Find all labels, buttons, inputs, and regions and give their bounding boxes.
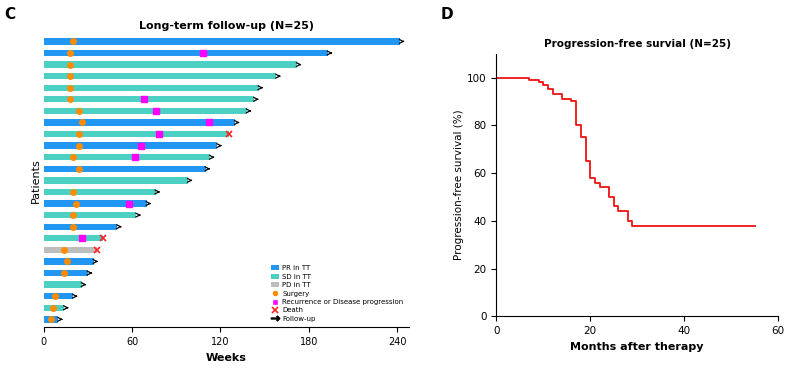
- Bar: [44, 282, 82, 288]
- Bar: [44, 166, 206, 172]
- Bar: [44, 108, 247, 114]
- Bar: [44, 177, 188, 184]
- Bar: [44, 258, 94, 265]
- Bar: [44, 84, 259, 91]
- Bar: [44, 142, 218, 149]
- Legend: PR in TT, SD in TT, PD in TT, Surgery, Recurrence or Disease progression, Death,: PR in TT, SD in TT, PD in TT, Surgery, R…: [269, 263, 406, 324]
- Text: D: D: [441, 7, 453, 23]
- Bar: [44, 223, 118, 230]
- X-axis label: Weeks: Weeks: [206, 353, 247, 363]
- Y-axis label: Progression-free survival (%): Progression-free survival (%): [454, 110, 464, 260]
- Bar: [44, 61, 297, 68]
- Bar: [44, 305, 64, 311]
- Bar: [44, 73, 276, 79]
- Y-axis label: Patients: Patients: [31, 158, 41, 203]
- Text: C: C: [4, 7, 15, 23]
- Bar: [44, 50, 328, 56]
- Bar: [44, 235, 102, 242]
- Title: Progression-free survial (N=25): Progression-free survial (N=25): [544, 39, 730, 49]
- Bar: [44, 212, 137, 218]
- Bar: [44, 131, 229, 137]
- Bar: [44, 316, 59, 323]
- Bar: [44, 247, 97, 253]
- Bar: [44, 119, 235, 126]
- Bar: [44, 270, 88, 276]
- Bar: [44, 293, 73, 299]
- Bar: [44, 154, 210, 161]
- Bar: [44, 189, 156, 195]
- Bar: [44, 38, 400, 45]
- X-axis label: Months after therapy: Months after therapy: [570, 342, 704, 351]
- Bar: [44, 200, 147, 207]
- Title: Long-term follow-up (N=25): Long-term follow-up (N=25): [139, 21, 314, 31]
- Bar: [44, 96, 254, 102]
